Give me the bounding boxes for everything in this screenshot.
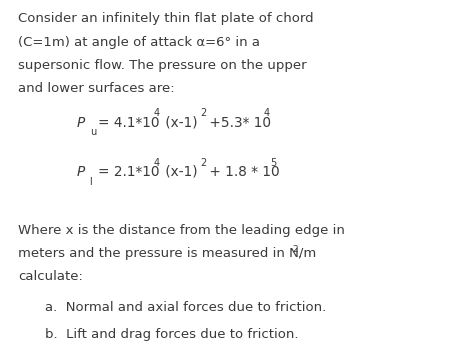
Text: $P$: $P$ xyxy=(76,165,86,179)
Text: = 4.1*10: = 4.1*10 xyxy=(98,116,159,130)
Text: and lower surfaces are:: and lower surfaces are: xyxy=(18,82,174,96)
Text: = 2.1*10: = 2.1*10 xyxy=(98,165,159,179)
Text: l: l xyxy=(89,177,92,187)
Text: b.  Lift and drag forces due to friction.: b. Lift and drag forces due to friction. xyxy=(45,328,299,341)
Text: a.  Normal and axial forces due to friction.: a. Normal and axial forces due to fricti… xyxy=(45,301,326,314)
Text: 2: 2 xyxy=(292,245,298,254)
Text: supersonic flow. The pressure on the upper: supersonic flow. The pressure on the upp… xyxy=(18,59,307,72)
Text: $P$: $P$ xyxy=(76,116,86,130)
Text: (C=1m) at angle of attack α=6° in a: (C=1m) at angle of attack α=6° in a xyxy=(18,36,260,49)
Text: calculate:: calculate: xyxy=(18,270,83,284)
Text: (x-1): (x-1) xyxy=(161,165,197,179)
Text: 2: 2 xyxy=(200,158,206,168)
Text: (x-1): (x-1) xyxy=(161,116,197,130)
Text: + 1.8 * 10: + 1.8 * 10 xyxy=(205,165,280,179)
Text: 2: 2 xyxy=(200,108,206,118)
Text: .: . xyxy=(297,247,301,260)
Text: +5.3* 10: +5.3* 10 xyxy=(205,116,271,130)
Text: Consider an infinitely thin flat plate of chord: Consider an infinitely thin flat plate o… xyxy=(18,12,314,25)
Text: Where x is the distance from the leading edge in: Where x is the distance from the leading… xyxy=(18,224,345,237)
Text: 4: 4 xyxy=(263,108,269,118)
Text: u: u xyxy=(90,127,96,137)
Text: 5: 5 xyxy=(270,158,276,168)
Text: meters and the pressure is measured in N/m: meters and the pressure is measured in N… xyxy=(18,247,316,260)
Text: 4: 4 xyxy=(154,108,160,118)
Text: 4: 4 xyxy=(154,158,160,168)
